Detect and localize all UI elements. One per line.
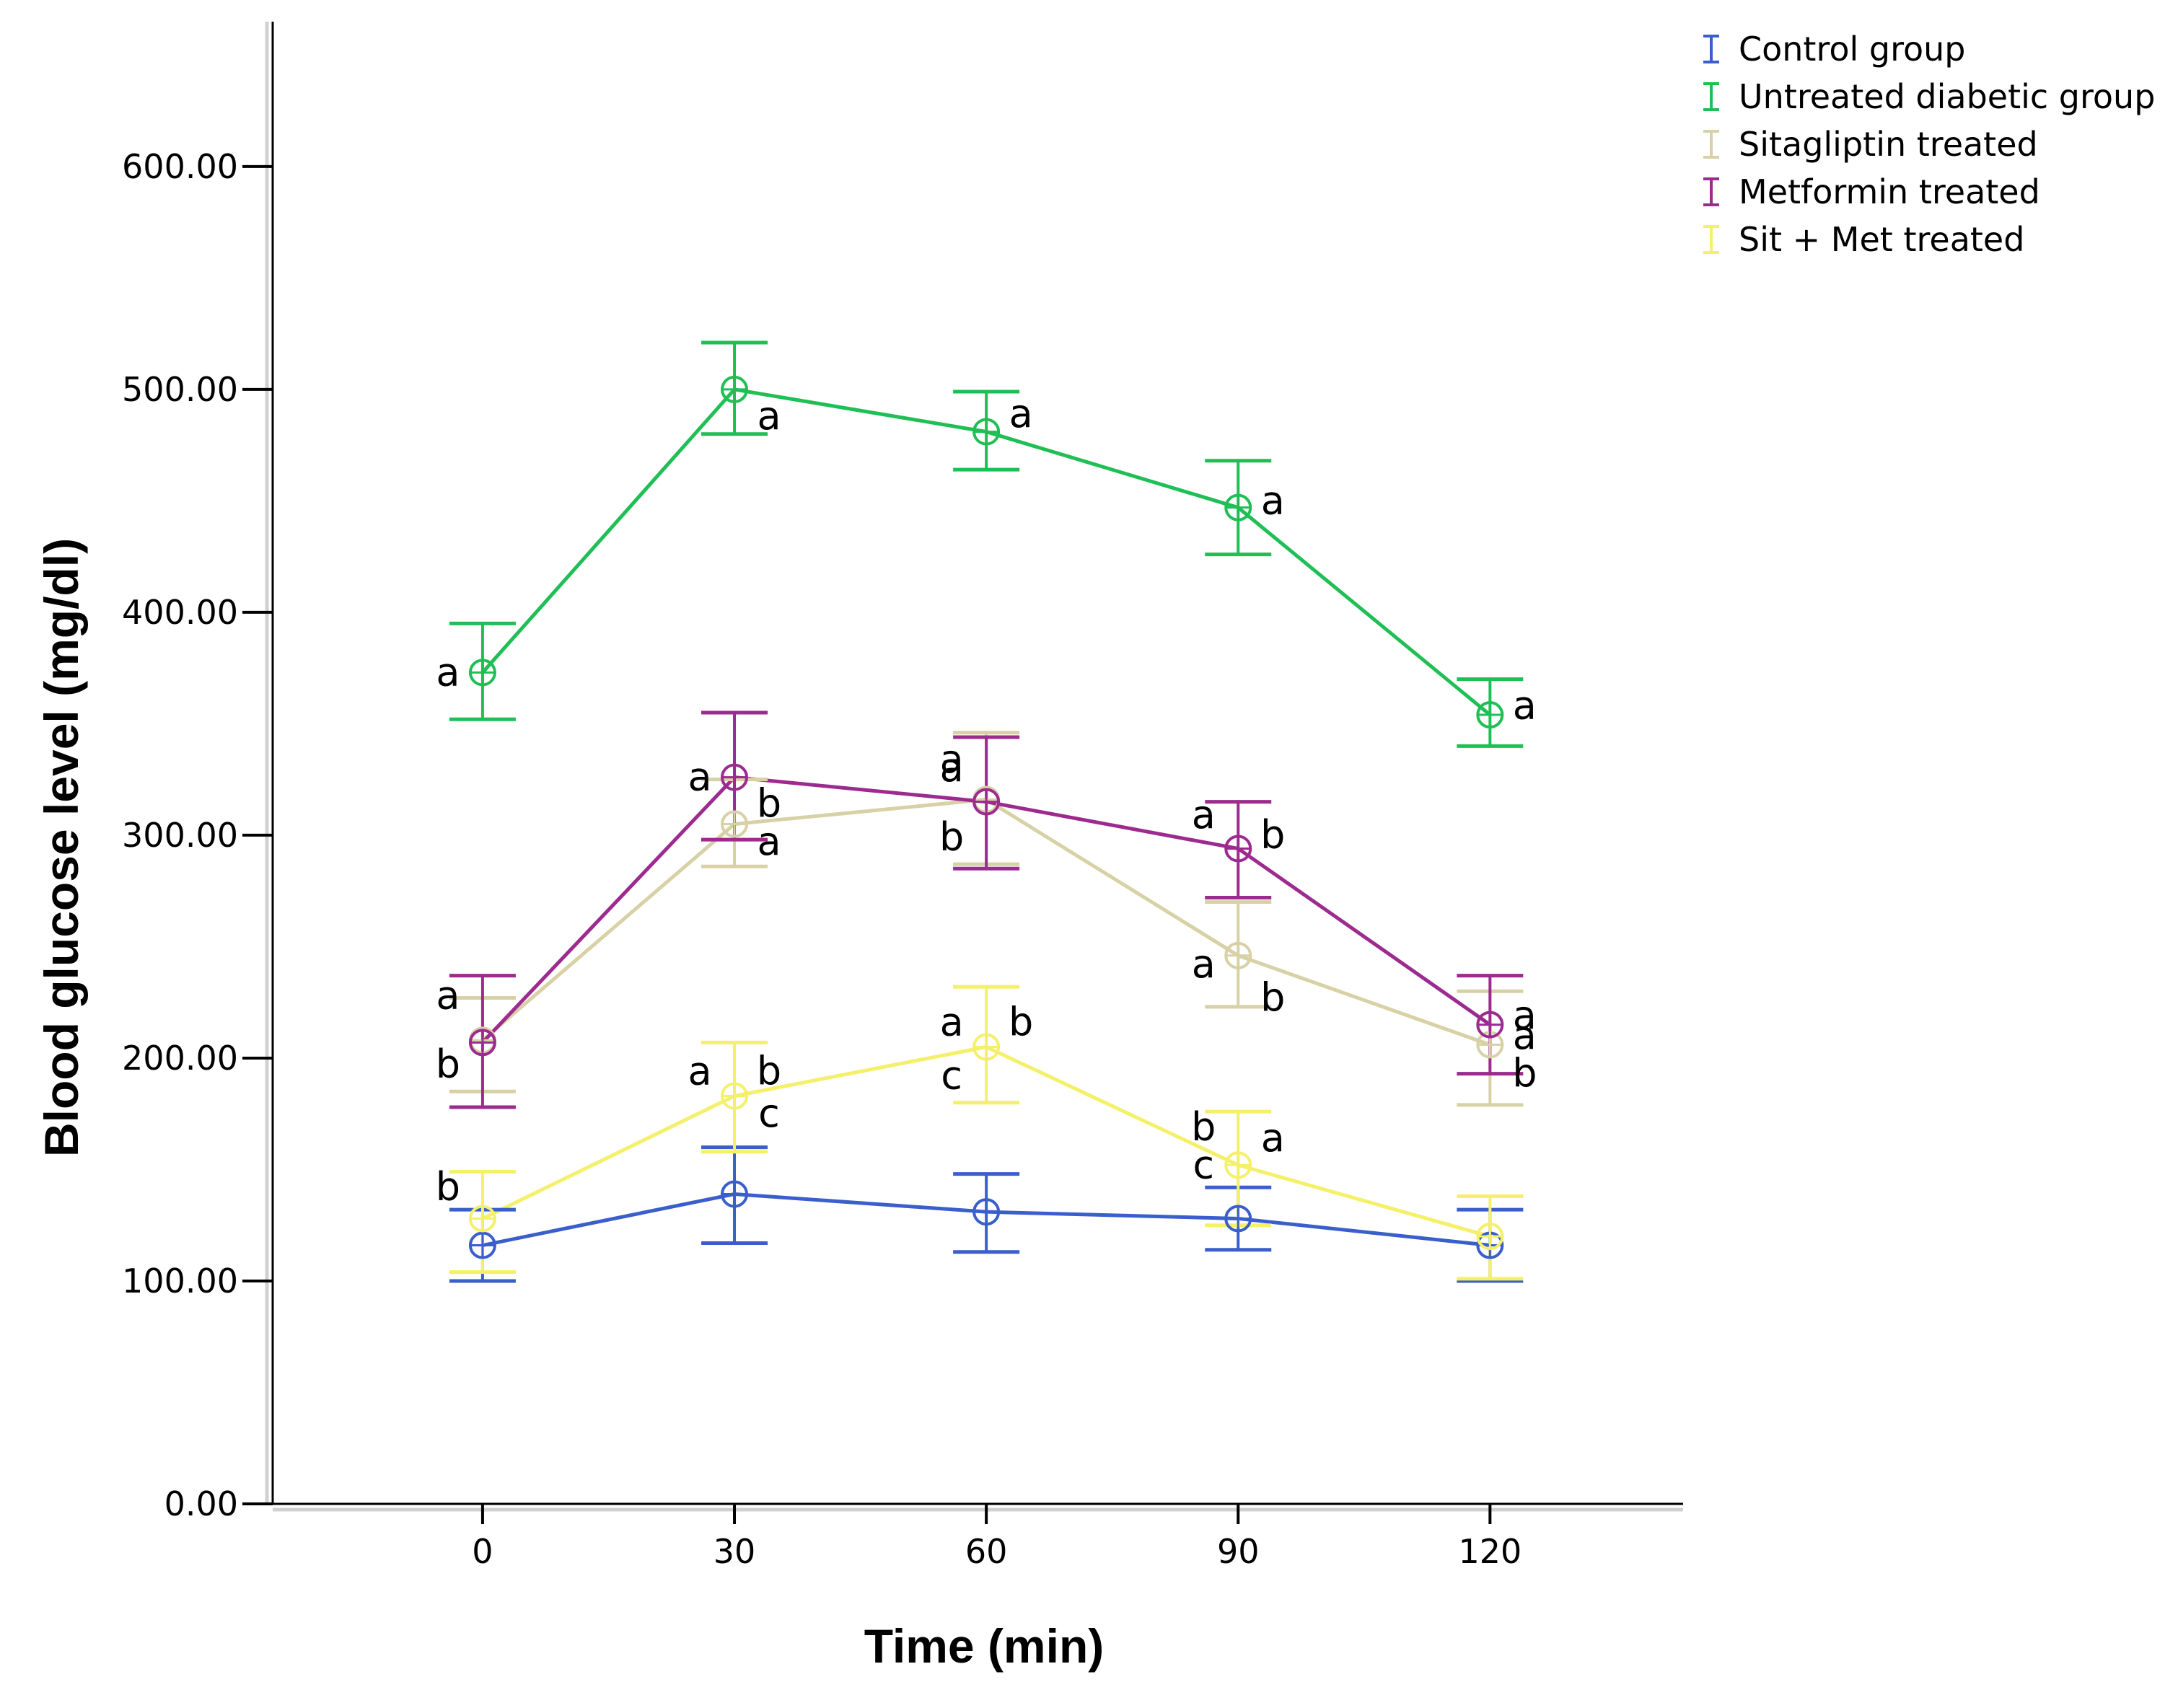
- significance-letter: a: [1009, 391, 1033, 436]
- y-tick-label: 0.00: [164, 1484, 238, 1523]
- significance-letter: b: [1512, 1051, 1537, 1096]
- y-tick-label: 200.00: [122, 1039, 238, 1078]
- legend-label: Sitagliptin treated: [1739, 125, 2038, 164]
- significance-letter: b: [436, 1042, 460, 1087]
- y-tick-label: 100.00: [122, 1262, 238, 1300]
- significance-letter: a: [436, 972, 460, 1018]
- legend-label: Sit + Met treated: [1739, 220, 2024, 259]
- significance-letter: c: [941, 1053, 962, 1099]
- significance-letter: a: [757, 819, 781, 864]
- x-axis: 0 30 60 90 120: [273, 1502, 1683, 1571]
- significance-letter: a: [1192, 792, 1216, 837]
- y-tick-label: 500.00: [122, 370, 238, 409]
- x-tick-label: 0: [472, 1532, 493, 1571]
- plot-frame: [265, 22, 1683, 1512]
- significance-letter: b: [757, 1048, 781, 1093]
- significance-letter: a: [688, 754, 711, 800]
- significance-letter: a: [1192, 941, 1216, 987]
- significance-letter: b: [1260, 812, 1285, 858]
- significance-letter: a: [757, 393, 781, 439]
- x-tick-label: 90: [1217, 1532, 1260, 1571]
- y-axis-title: Blood glucose level (mg/dl): [35, 538, 88, 1157]
- y-tick-label: 400.00: [122, 593, 238, 632]
- y-axis: 0.00 100.00 200.00 300.00 400.00 500.00 600.00: [122, 22, 274, 1523]
- significance-letter: a: [688, 1048, 711, 1093]
- significance-letter: a: [940, 745, 964, 791]
- legend-label: Metformin treated: [1739, 172, 2040, 211]
- y-tick-label: 600.00: [122, 147, 238, 186]
- significance-letter: a: [940, 1000, 964, 1045]
- significance-letter: c: [758, 1091, 780, 1136]
- significance-letter: a: [1261, 1115, 1285, 1161]
- x-axis-title: Time (min): [864, 1619, 1104, 1673]
- significance-letter: b: [436, 1164, 460, 1210]
- significance-letter: a: [940, 736, 964, 782]
- legend-label: Control group: [1739, 30, 1966, 69]
- significance-letter: b: [939, 814, 964, 860]
- y-tick-label: 300.00: [122, 816, 238, 855]
- series-markers: [468, 375, 1504, 1259]
- significance-letter: b: [1260, 975, 1285, 1021]
- x-tick-label: 30: [713, 1532, 756, 1571]
- significance-letter: b: [757, 781, 781, 827]
- legend-label: Untreated diabetic group: [1739, 77, 2155, 116]
- significance-letter: c: [1193, 1142, 1214, 1187]
- significance-letter: a: [1513, 1013, 1537, 1058]
- significance-letter: a: [1513, 683, 1537, 728]
- x-tick-label: 120: [1458, 1532, 1521, 1571]
- significance-letter: b: [1191, 1104, 1216, 1150]
- x-tick-label: 60: [965, 1532, 1008, 1571]
- significance-letter: b: [1009, 1000, 1033, 1045]
- significance-letter: a: [1261, 477, 1285, 523]
- significance-letter: a: [436, 649, 460, 695]
- significance-letter: a: [1513, 992, 1537, 1038]
- legend: Control group Untreated diabetic group Sit…: [1703, 30, 2155, 259]
